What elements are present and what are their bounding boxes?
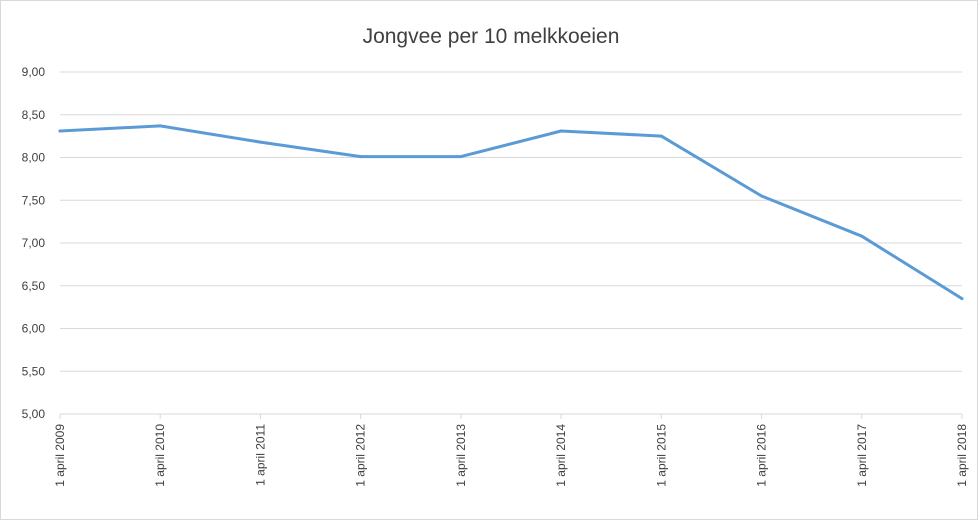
x-tick-label: 1 april 2018 bbox=[955, 424, 969, 487]
series-line bbox=[58, 124, 964, 301]
data-point bbox=[359, 155, 363, 159]
y-axis-tick-labels: 5,00 5,50 6,00 6,50 7,00 7,50 8,00 8,50 9,00 bbox=[22, 65, 46, 421]
data-point bbox=[258, 140, 262, 144]
gridlines bbox=[60, 71, 962, 372]
data-point bbox=[860, 234, 864, 238]
x-axis bbox=[59, 413, 963, 419]
data-point bbox=[58, 129, 62, 133]
data-point bbox=[559, 129, 563, 133]
y-tick-label: 7,00 bbox=[22, 236, 46, 250]
series-layer bbox=[58, 124, 964, 301]
y-tick-label: 5,00 bbox=[22, 407, 46, 421]
data-point bbox=[158, 124, 162, 128]
y-tick-label: 8,50 bbox=[22, 108, 46, 122]
data-point bbox=[659, 134, 663, 138]
y-tick-label: 6,00 bbox=[22, 322, 46, 336]
x-tick-label: 1 april 2010 bbox=[153, 424, 167, 487]
x-axis-tick-labels: 1 april 2009 1 april 2010 1 april 2011 1 ap… bbox=[53, 424, 969, 487]
x-tick-label: 1 april 2013 bbox=[454, 424, 468, 487]
y-tick-label: 6,50 bbox=[22, 279, 46, 293]
chart-title: Jongvee per 10 melkkoeien bbox=[363, 25, 620, 48]
y-tick-label: 8,00 bbox=[22, 151, 46, 165]
y-tick-label: 9,00 bbox=[22, 65, 46, 79]
x-tick-label: 1 april 2015 bbox=[654, 424, 668, 487]
data-point bbox=[960, 297, 964, 301]
x-tick-label: 1 april 2016 bbox=[755, 424, 769, 487]
x-tick-label: 1 april 2014 bbox=[554, 424, 568, 487]
x-tick-label: 1 april 2012 bbox=[354, 424, 368, 487]
y-tick-label: 7,50 bbox=[22, 193, 46, 207]
data-point bbox=[760, 194, 764, 198]
x-tick-label: 1 april 2017 bbox=[855, 424, 869, 487]
x-tick-label: 1 april 2009 bbox=[53, 424, 67, 487]
data-point bbox=[459, 155, 463, 159]
y-tick-label: 5,50 bbox=[22, 364, 46, 378]
x-tick-label: 1 april 2011 bbox=[253, 424, 267, 486]
